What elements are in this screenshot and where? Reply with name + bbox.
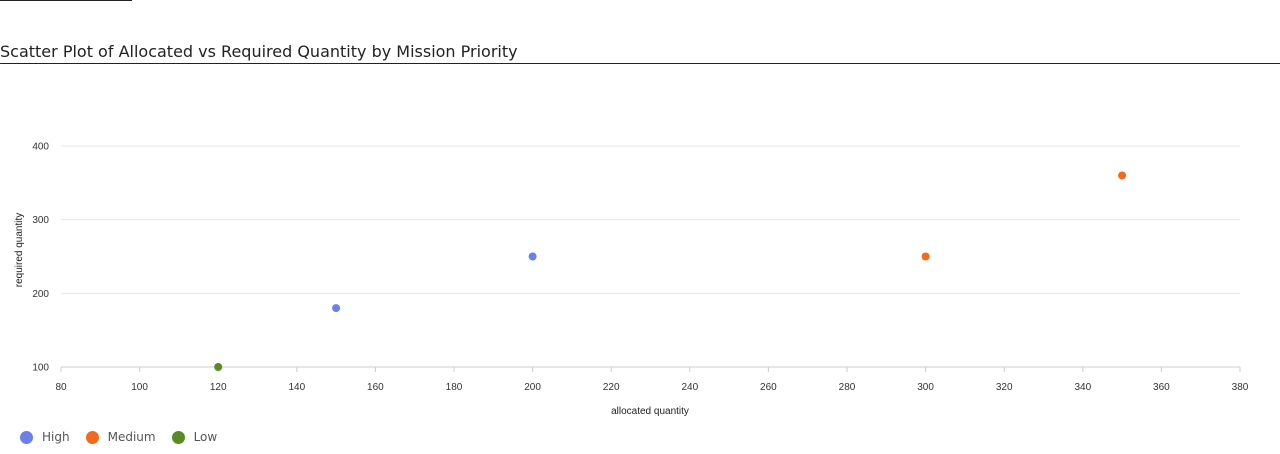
x-tick-label: 300 [917, 382, 934, 393]
x-axis-label: allocated quantity [611, 406, 689, 417]
legend-dot-icon [20, 430, 33, 444]
x-tick-label: 240 [681, 382, 698, 393]
top-rule [0, 0, 132, 1]
y-tick-label: 200 [32, 289, 49, 300]
data-point[interactable] [332, 304, 341, 313]
legend-item[interactable]: High [20, 430, 70, 444]
x-tick-label: 320 [996, 382, 1013, 393]
chart-title: Scatter Plot of Allocated vs Required Qu… [0, 42, 518, 61]
grid-lines [61, 145, 1240, 368]
legend-dot-icon [171, 430, 185, 444]
y-axis-label: required quantity [14, 213, 25, 288]
legend-item[interactable]: Low [171, 430, 218, 444]
data-points [214, 171, 1127, 371]
legend-item[interactable]: Medium [85, 430, 156, 444]
y-tick-label: 100 [32, 363, 49, 374]
x-tick-label: 260 [760, 382, 777, 393]
y-tick-label: 300 [32, 215, 49, 226]
data-point[interactable] [528, 252, 537, 261]
x-tick-label: 180 [446, 382, 463, 393]
x-tick-label: 120 [210, 382, 227, 393]
legend-dot-icon [85, 430, 99, 444]
x-tick-label: 340 [1074, 382, 1091, 393]
y-axis-ticks: 100 200 300 400 [32, 142, 49, 374]
x-tick-label: 100 [131, 382, 148, 393]
x-tick-label: 140 [288, 382, 305, 393]
data-point[interactable] [214, 363, 223, 371]
title-rule [0, 63, 1280, 64]
x-tick-label: 200 [524, 382, 541, 393]
data-point[interactable] [921, 252, 930, 261]
x-tick-label: 360 [1153, 382, 1170, 393]
x-tick-label: 80 [55, 382, 67, 393]
y-tick-label: 400 [32, 142, 49, 153]
legend-label: Low [193, 430, 218, 444]
data-point[interactable] [1118, 171, 1127, 180]
x-tick-label: 280 [839, 382, 856, 393]
legend-label: High [42, 430, 70, 444]
x-axis-ticks: 80 100 120 140 160 180 200 220 240 260 280 300 320 34… [55, 367, 1249, 393]
x-tick-label: 220 [603, 382, 620, 393]
legend: High Medium Low [20, 430, 233, 444]
x-tick-label: 160 [367, 382, 384, 393]
legend-label: Medium [107, 430, 156, 444]
x-tick-label: 380 [1232, 382, 1249, 393]
